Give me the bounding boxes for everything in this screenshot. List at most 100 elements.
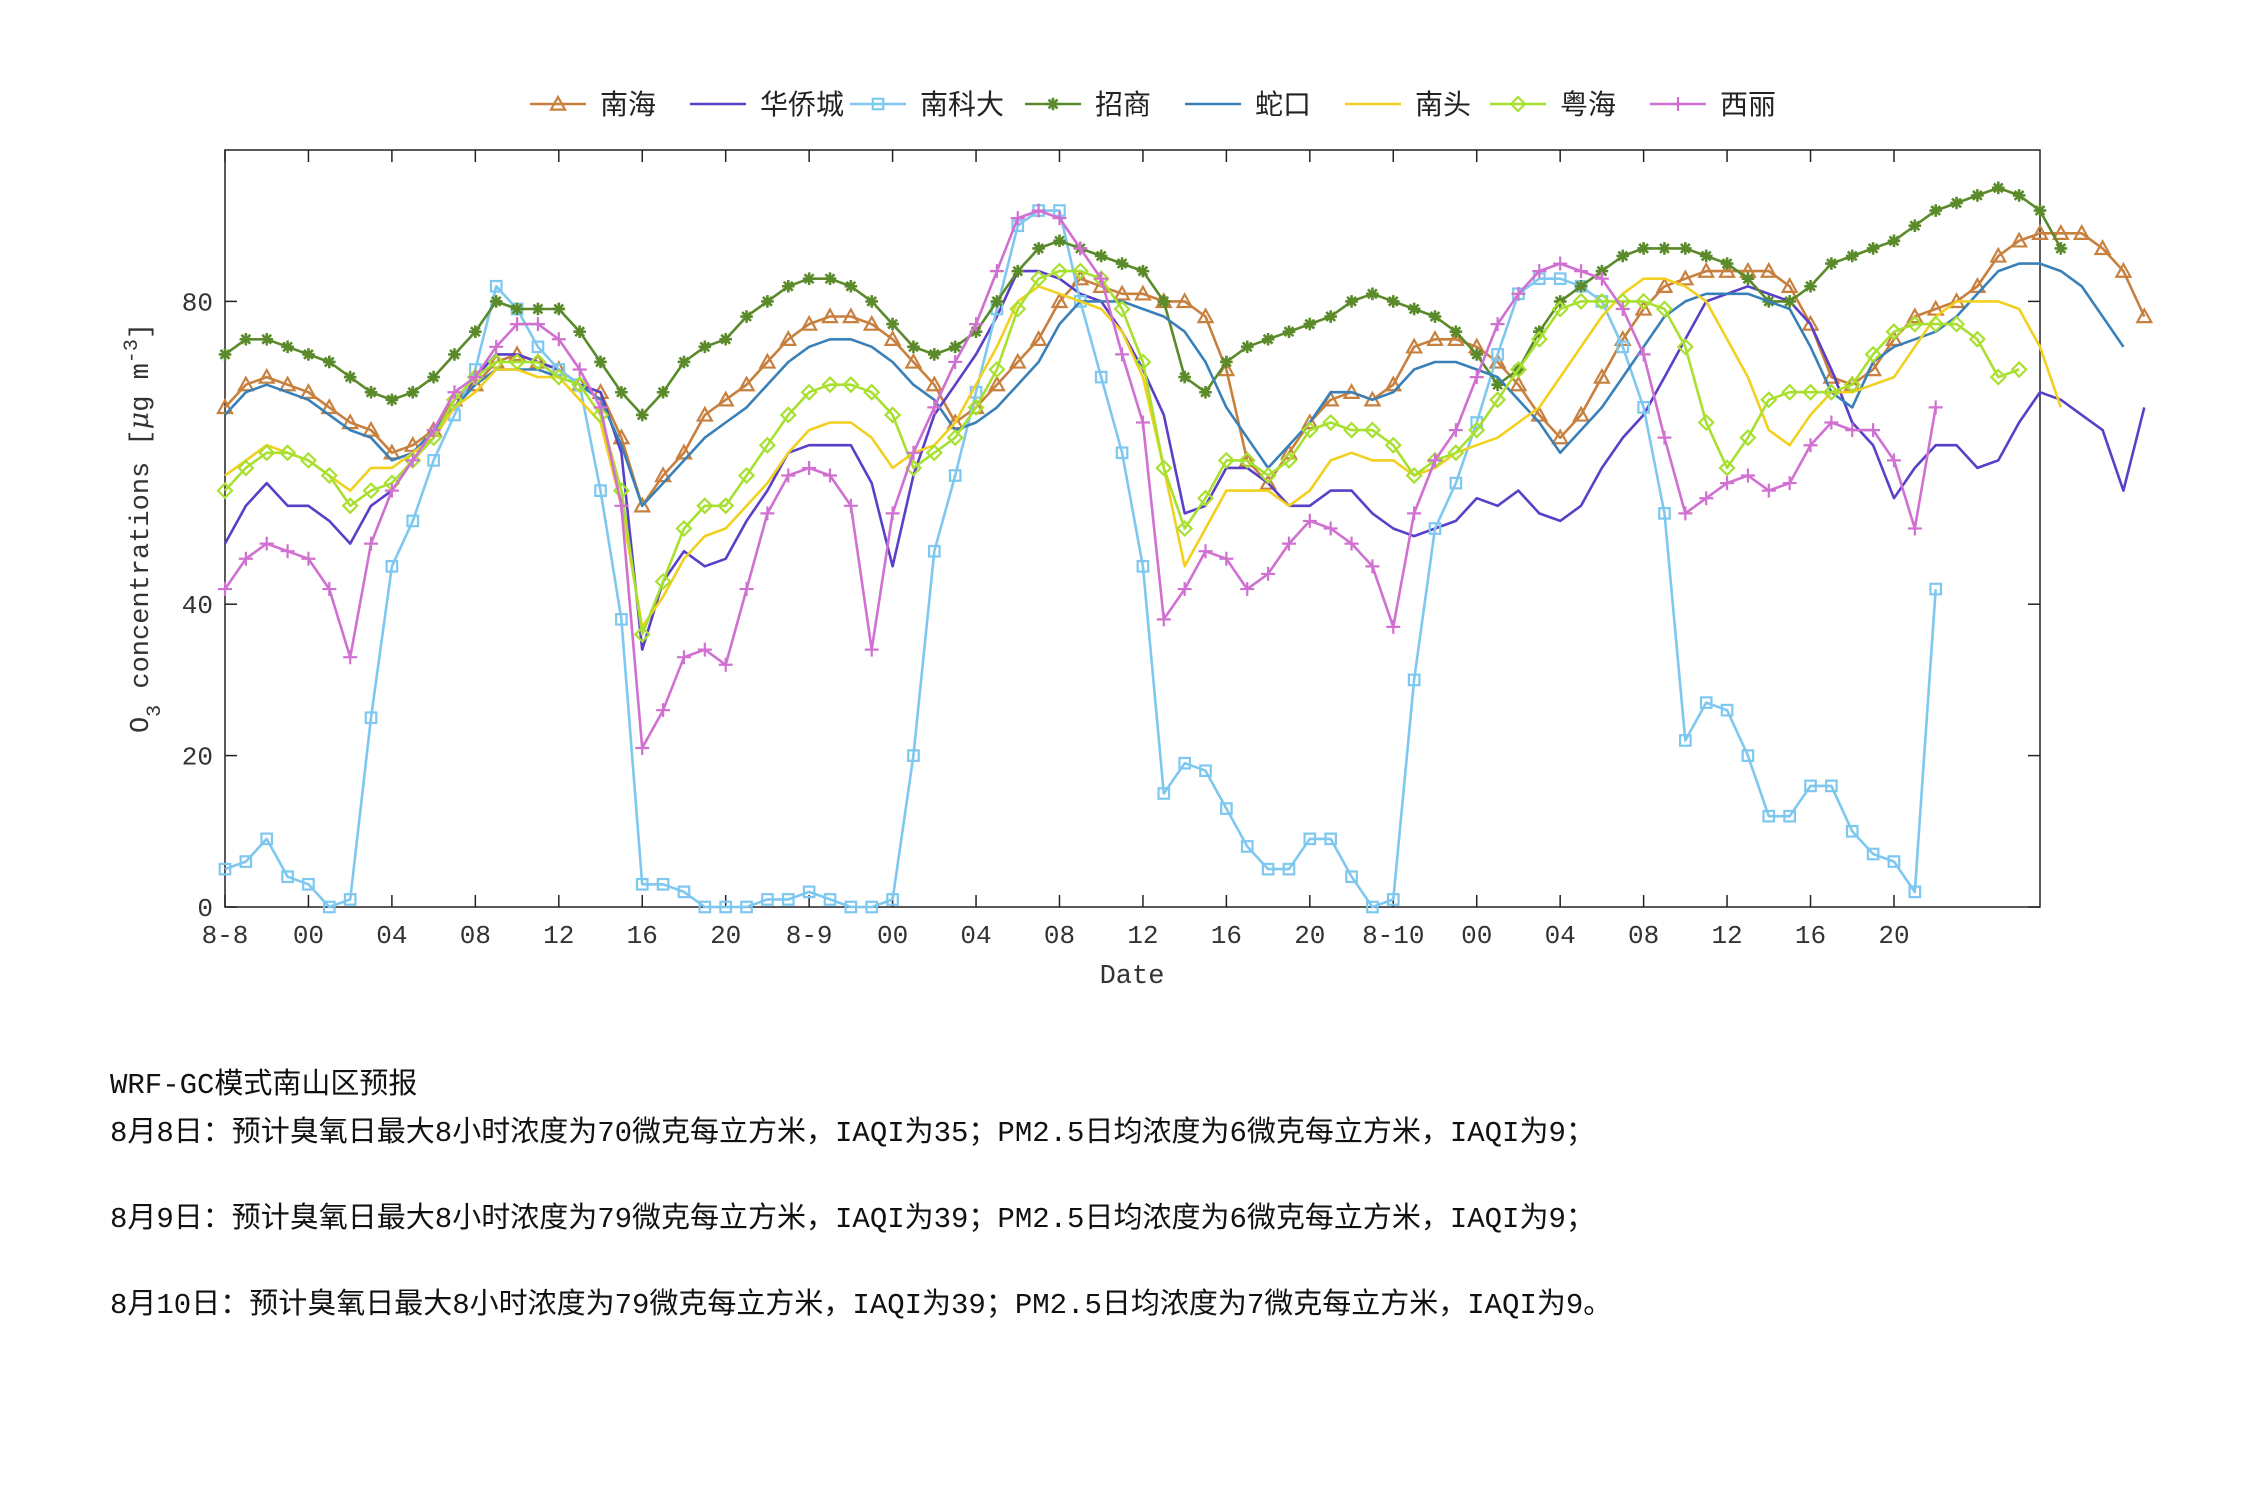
- data-point: [238, 551, 253, 566]
- data-point: [1261, 332, 1275, 346]
- data-point: [2010, 360, 2028, 379]
- data-point: [1783, 809, 1797, 823]
- x-tick-label: 8-10: [1362, 921, 1424, 951]
- data-point: [508, 353, 526, 371]
- data-point: [1094, 271, 1109, 286]
- data-point: [1697, 413, 1715, 432]
- data-point: [1009, 300, 1027, 318]
- data-point: [1428, 310, 1442, 323]
- data-point: [633, 496, 652, 513]
- data-point: [1405, 466, 1423, 485]
- x-tick-label: 16: [627, 921, 658, 951]
- data-point: [1887, 234, 1901, 248]
- data-point: [697, 642, 712, 657]
- data-point: [656, 703, 671, 718]
- data-point: [239, 855, 253, 868]
- y-tick-label: 40: [182, 591, 213, 621]
- data-point: [1282, 862, 1296, 876]
- data-point: [364, 711, 378, 725]
- data-point: [1947, 315, 1966, 333]
- data-point: [1300, 413, 1319, 430]
- data-point: [1157, 787, 1171, 800]
- data-point: [341, 413, 360, 430]
- data-point: [487, 353, 505, 371]
- data-point: [1679, 242, 1692, 255]
- data-point: [800, 383, 818, 401]
- data-point: [615, 612, 628, 626]
- data-point: [1219, 551, 1234, 566]
- data-point: [904, 352, 923, 369]
- data-point: [573, 378, 587, 392]
- data-point: [1801, 314, 1820, 331]
- data-point: [1908, 885, 1922, 899]
- data-point: [719, 332, 732, 346]
- x-tick-label: 04: [960, 921, 991, 951]
- x-tick-label: 08: [460, 921, 491, 951]
- data-point: [969, 325, 983, 338]
- data-point: [1887, 855, 1901, 868]
- data-point: [1783, 295, 1796, 308]
- data-point: [1303, 317, 1317, 331]
- data-point: [258, 444, 276, 462]
- legend-label: 招商: [1095, 89, 1151, 123]
- data-point: [1198, 544, 1213, 559]
- data-point: [696, 497, 714, 515]
- data-point: [281, 340, 294, 354]
- data-point: [1866, 847, 1880, 861]
- data-point: [550, 368, 568, 386]
- data-point: [552, 302, 566, 316]
- data-point: [1134, 284, 1152, 301]
- legend-marker: [1671, 97, 1685, 111]
- data-point: [257, 367, 276, 384]
- data-point: [1280, 451, 1298, 469]
- data-point: [1593, 292, 1611, 310]
- data-point: [1866, 242, 1880, 255]
- data-point: [1470, 348, 1484, 361]
- data-point: [802, 460, 817, 475]
- x-tick-label: 16: [1795, 921, 1826, 951]
- data-point: [1762, 809, 1776, 823]
- data-point: [695, 405, 714, 422]
- data-point: [1594, 271, 1609, 286]
- data-point: [760, 506, 775, 521]
- data-point: [2114, 261, 2133, 278]
- data-point: [1658, 507, 1671, 520]
- data-point: [1386, 619, 1401, 634]
- data-point: [1718, 261, 1736, 278]
- data-point: [1845, 824, 1859, 838]
- data-point: [656, 877, 670, 891]
- y-tick-label: 20: [182, 743, 213, 773]
- data-point: [364, 536, 379, 551]
- data-point: [1615, 301, 1630, 316]
- data-point: [1635, 292, 1653, 310]
- series-line: [223, 269, 2146, 651]
- data-point: [216, 398, 234, 415]
- data-point: [571, 376, 589, 394]
- x-tick-label: 08: [1044, 921, 1075, 951]
- data-point: [1845, 423, 1860, 438]
- data-point: [946, 429, 964, 447]
- data-point: [1259, 466, 1277, 485]
- data-point: [1699, 491, 1714, 506]
- data-point: [1968, 330, 1986, 348]
- o3-line-chart: 南海 华侨城 南科大 招商 蛇口 南头 粤海 西丽 0 20 40 80 8-8 00 04 08 12 16…: [121, 89, 2154, 992]
- legend-label: 南科大: [920, 89, 1004, 123]
- data-point: [948, 469, 962, 482]
- data-point: [218, 582, 232, 597]
- data-point: [1530, 405, 1549, 422]
- data-point: [1240, 340, 1254, 354]
- legend-entry: 南海: [530, 89, 656, 123]
- data-point: [1156, 612, 1171, 627]
- data-point: [635, 877, 649, 891]
- x-tick-label: 00: [1461, 921, 1492, 951]
- data-point: [1363, 421, 1381, 439]
- data-point: [1345, 295, 1358, 308]
- data-point: [447, 385, 462, 400]
- legend-marker: [1046, 97, 1060, 111]
- data-point: [1384, 436, 1402, 454]
- x-tick-label: 12: [1711, 921, 1742, 951]
- legend-label: 西丽: [1720, 91, 1776, 123]
- data-point: [322, 582, 337, 597]
- data-point: [1053, 234, 1066, 248]
- legend-entry: 南科大: [850, 89, 1004, 123]
